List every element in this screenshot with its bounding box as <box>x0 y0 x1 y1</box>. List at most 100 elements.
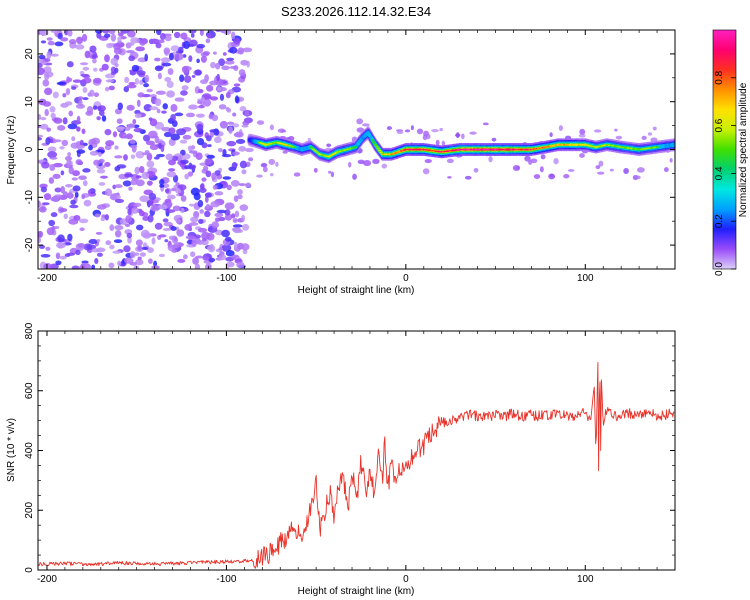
spectrogram-noise-cell <box>213 136 222 144</box>
spectrogram-noise-cell <box>114 67 119 74</box>
spectrogram-noise-cell <box>326 143 332 148</box>
spectrogram-noise-cell <box>47 146 57 153</box>
spectrogram-noise-cell <box>79 62 89 66</box>
spectrogram-noise-cell <box>187 171 194 177</box>
spectrogram-noise-cell <box>117 102 123 111</box>
spectrogram-noise-cell <box>117 43 125 47</box>
snr-panel: -200 -100 0 100 0 200 400 600 800 Height of str… <box>6 322 676 597</box>
spectrogram-noise-cell <box>136 70 146 76</box>
spectrogram-noise-cell <box>49 156 58 160</box>
spectrogram-noise-cell <box>179 139 188 144</box>
spectrogram-noise-cell <box>226 107 232 113</box>
spectrogram-noise-cell <box>60 170 65 176</box>
spectrogram-noise-cell <box>114 166 121 172</box>
spectrogram-noise-cell <box>595 165 601 170</box>
spectrogram-noise-cell <box>68 166 75 175</box>
spectrogram-noise-cell <box>242 47 253 53</box>
spectrogram-noise-cell <box>60 186 66 194</box>
spectrogram-noise-cell <box>636 167 645 173</box>
spectrogram-noise-cell <box>158 234 167 238</box>
spectrogram-noise-cell <box>77 145 83 151</box>
spectrogram-noise-cell <box>171 244 180 248</box>
spectrogram-noise-cell <box>558 125 564 131</box>
spectrogram-noise-cell <box>154 65 163 72</box>
spectrogram-noise-cell <box>88 239 98 245</box>
spectrogram-noise-cell <box>151 265 160 269</box>
spectrogram-noise-cell <box>185 112 196 118</box>
spectrogram-noise-cell <box>97 105 102 111</box>
spectrogram-noise-cell <box>80 73 90 77</box>
spectrogram-noise-cell <box>151 237 156 245</box>
spectrogram-noise-cell <box>598 160 604 167</box>
spectrogram-noise-cell <box>71 265 80 269</box>
spectrogram-noise-cell <box>144 53 149 62</box>
spectrogram-noise-cell <box>193 211 200 219</box>
spectrogram-noise-cell <box>226 140 237 147</box>
spectrogram-noise-cell <box>40 60 46 63</box>
spectrogram-noise-cell <box>124 173 134 178</box>
spectrogram-noise-cell <box>144 74 150 83</box>
spectrogram-noise-cell <box>153 156 160 160</box>
spectrogram-noise-cell <box>38 67 45 76</box>
spectrogram-ridge-cell <box>379 151 383 154</box>
spectrogram-noise-cell <box>241 124 249 128</box>
spectrogram-noise-cell <box>79 227 85 232</box>
spectrogram-noise-cell <box>44 108 49 117</box>
spectrogram-ridge-cell <box>313 149 317 152</box>
spectrogram-noise-cell <box>206 84 214 92</box>
spectrogram-noise-cell <box>67 191 73 199</box>
spectrogram-noise-cell <box>137 256 142 261</box>
spectrogram-noise-cell <box>241 169 247 175</box>
spectrogram-noise-cell <box>446 158 454 164</box>
spectrogram-noise-cell <box>133 127 143 133</box>
spectrogram-noise-cell <box>92 143 97 149</box>
spectrogram-noise-cell <box>104 214 109 221</box>
spectrogram-noise-cell <box>404 129 411 133</box>
spectrogram-noise-cell <box>482 122 489 126</box>
spectrogram-y-tick-label: -10 <box>24 190 35 205</box>
spectrogram-noise-cell <box>237 47 245 55</box>
spectrogram-noise-cell <box>109 224 115 232</box>
spectrogram-noise-cell <box>93 92 100 98</box>
spectrogram-noise-cell <box>282 150 288 154</box>
spectrogram-noise-cell <box>75 103 85 109</box>
spectrogram-noise-cell <box>239 106 247 112</box>
spectrogram-noise-cell <box>422 168 430 175</box>
spectrogram-noise-cell <box>633 175 641 180</box>
spectrogram-noise-cell <box>56 81 67 86</box>
spectrogram-noise-cell <box>157 72 162 80</box>
spectrogram-x-tick-label: -100 <box>216 273 236 284</box>
spectrogram-noise-cell <box>142 134 151 142</box>
spectrogram-noise-cell <box>143 83 150 88</box>
spectrogram-noise-cell <box>134 113 142 119</box>
spectrogram-noise-cell <box>178 46 184 54</box>
spectrogram-noise-cell <box>38 62 43 68</box>
spectrogram-noise-cell <box>130 37 140 44</box>
spectrogram-noise-cell <box>234 131 244 138</box>
spectrogram-noise-cell <box>135 259 144 266</box>
spectrogram-noise-cell <box>114 63 119 68</box>
spectrogram-noise-cell <box>147 214 154 223</box>
spectrogram-noise-cell <box>108 85 115 91</box>
spectrogram-noise-cell <box>95 231 103 235</box>
spectrogram-noise-cell <box>76 149 86 154</box>
spectrogram-noise-cell <box>176 128 186 136</box>
spectrogram-noise-cell <box>183 41 190 50</box>
spectrogram-noise-cell <box>130 179 138 186</box>
spectrogram-noise-cell <box>224 202 235 210</box>
spectrogram-noise-cell <box>196 113 205 118</box>
spectrogram-noise-cell <box>127 208 132 216</box>
spectrogram-noise-cell <box>200 55 207 63</box>
spectrogram-noise-cell <box>40 186 47 193</box>
spectrogram-noise-cell <box>177 258 186 263</box>
spectrogram-noise-cell <box>182 134 192 140</box>
spectrogram-noise-cell <box>85 110 94 116</box>
spectrogram-noise-cell <box>202 256 210 261</box>
spectrogram-noise-cell <box>201 237 207 242</box>
spectrogram-noise-cell <box>190 251 196 258</box>
spectrogram-noise-cell <box>45 137 51 145</box>
spectrogram-noise-cell <box>184 165 191 170</box>
spectrogram-noise-cell <box>184 173 190 180</box>
spectrogram-ridge-cell <box>354 146 358 148</box>
